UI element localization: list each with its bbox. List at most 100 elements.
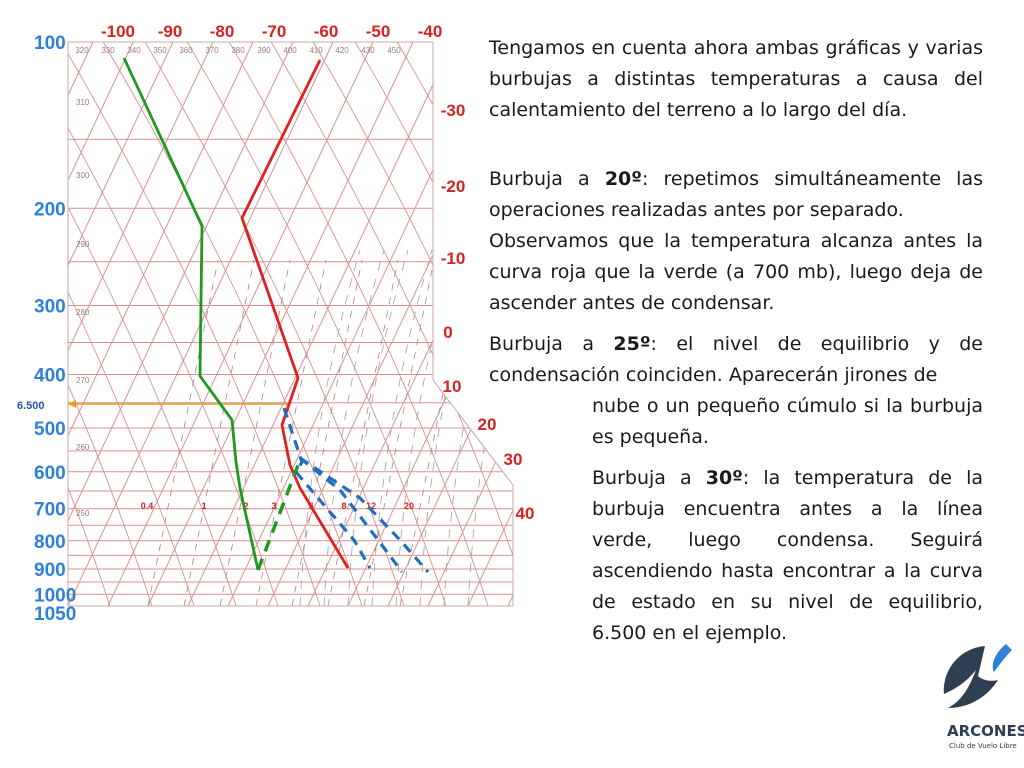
plot-outline xyxy=(67,41,514,607)
pressure-label: 600 xyxy=(34,463,66,484)
theta-side-label: 280 xyxy=(76,308,90,317)
logo-subtitle: Club de Vuelo Libre xyxy=(949,742,1017,750)
theta-label: 380 xyxy=(231,46,245,55)
eagle-body-icon xyxy=(943,646,998,708)
diagram-curves xyxy=(68,57,430,574)
right-temp-label: -10 xyxy=(441,249,466,268)
isotherm-line xyxy=(227,42,494,606)
mixing-ratio-label: 12 xyxy=(366,501,376,511)
diagram-frame xyxy=(67,41,514,607)
burbuja-20-text: : repetimos simultáneamente las operacio… xyxy=(489,168,984,221)
dry-adiabat xyxy=(68,42,279,606)
isotherm-line xyxy=(68,42,94,606)
dry-adiabat xyxy=(227,42,489,606)
theta-side-label: 290 xyxy=(76,240,90,249)
eagle-wing-icon xyxy=(992,644,1012,672)
top-temp-label: -60 xyxy=(314,22,339,41)
right-temp-label: 40 xyxy=(516,504,535,523)
mixing-ratio-label: 8 xyxy=(341,501,346,511)
dry-adiabat xyxy=(68,42,69,606)
mixing-ratio-line xyxy=(291,259,363,606)
theta-label: 340 xyxy=(127,46,141,55)
burbuja-25-text: : el nivel de equilibrio y de condensaci… xyxy=(489,333,983,386)
paragraph-intro: Tengamos en cuenta ahora ambas gráficas … xyxy=(489,37,983,121)
isotherm-line xyxy=(387,42,513,606)
theta-label: 400 xyxy=(283,46,297,55)
mixing-ratio-line xyxy=(327,259,399,606)
theta-side-label: 270 xyxy=(76,376,90,385)
dry-adiabat xyxy=(185,42,447,606)
isotherm-line xyxy=(427,42,513,606)
isotherm-line xyxy=(68,42,214,606)
theta-label: 360 xyxy=(179,46,193,55)
theta-label: 450 xyxy=(387,46,401,55)
right-temp-label: 30 xyxy=(504,450,523,469)
mixing-ratio-line xyxy=(147,259,219,606)
dry-adiabat xyxy=(68,42,111,606)
paragraph-burbuja-25-cont: nube o un pequeño cúmulo si la burbuja e… xyxy=(592,395,983,448)
pressure-label: 400 xyxy=(34,366,66,387)
pressure-label: 1050 xyxy=(34,604,76,625)
dry-adiabat xyxy=(68,42,237,606)
theta-label: 330 xyxy=(101,46,115,55)
theta-label: 430 xyxy=(361,46,375,55)
arcones-logo: ARCONES Club de Vuelo Libre xyxy=(943,644,1024,750)
right-temp-label: -30 xyxy=(441,101,466,120)
isotherm-line xyxy=(267,42,513,606)
mixing-ratio-label: 1 xyxy=(201,501,206,511)
isotherm-line xyxy=(467,42,513,606)
burbuja-30-text: : la temperatura de la burbuja encuentra… xyxy=(592,467,983,644)
isotherm-line xyxy=(0,42,13,606)
dry-adiabat xyxy=(269,42,513,606)
pressure-label: 500 xyxy=(34,419,66,440)
isotherm-line xyxy=(68,42,254,606)
isotherm-line xyxy=(68,42,294,606)
theta-side-label: 310 xyxy=(76,98,90,107)
dry-adiabat xyxy=(0,40,26,606)
moist-adiabat xyxy=(347,249,409,606)
top-temp-label: -90 xyxy=(158,22,183,41)
mixing-ratio-line xyxy=(363,259,435,606)
top-temp-label: -40 xyxy=(418,22,443,41)
dry-adiabat xyxy=(143,42,405,606)
right-temp-label: 0 xyxy=(443,323,452,342)
parcel-dew-dashed xyxy=(256,459,302,571)
mixing-ratio-label: 3 xyxy=(271,501,276,511)
dry-adiabat xyxy=(101,42,363,606)
paragraph-observation: Observamos que la temperatura alcanza an… xyxy=(489,230,983,314)
diagram-labels: 10020030040050060070080090010001050-100-… xyxy=(14,22,534,625)
isotherm-line xyxy=(347,42,513,606)
pressure-label: 100 xyxy=(34,33,66,54)
pressure-label: 300 xyxy=(34,297,66,318)
pressure-label: 900 xyxy=(34,560,66,581)
parcel-path-blue xyxy=(294,470,372,569)
top-temp-label: -70 xyxy=(262,22,287,41)
moist-adiabat xyxy=(371,249,433,606)
burbuja-30-temp: 30º xyxy=(705,467,743,489)
burbuja-30-intro: Burbuja a xyxy=(592,467,706,489)
moist-adiabat xyxy=(299,249,361,606)
theta-label: 410 xyxy=(309,46,323,55)
mixing-ratio-label: 0.4 xyxy=(141,501,154,511)
dry-adiabat xyxy=(68,42,321,606)
theta-label: 370 xyxy=(205,46,219,55)
isotherm-line xyxy=(187,42,454,606)
mixing-ratio-line xyxy=(399,259,471,606)
parcel-path-blue xyxy=(282,407,304,473)
mixing-ratio-label: 2 xyxy=(243,501,248,511)
right-temp-label: 20 xyxy=(478,415,497,434)
altitude-marker-arrow xyxy=(68,400,76,408)
paragraph-burbuja-30: Burbuja a 30º: la temperatura de la burb… xyxy=(592,463,983,649)
pressure-label: 1000 xyxy=(34,585,76,606)
isotherm-line xyxy=(107,42,374,606)
altitude-marker-bg xyxy=(14,396,64,413)
pressure-label: 800 xyxy=(34,532,66,553)
theta-label: 390 xyxy=(257,46,271,55)
isotherm-line xyxy=(68,42,134,606)
top-temp-label: -50 xyxy=(366,22,391,41)
theta-label: 320 xyxy=(75,46,89,55)
theta-side-label: 260 xyxy=(76,443,90,452)
right-temp-label: 10 xyxy=(443,377,462,396)
theta-label: 350 xyxy=(153,46,167,55)
